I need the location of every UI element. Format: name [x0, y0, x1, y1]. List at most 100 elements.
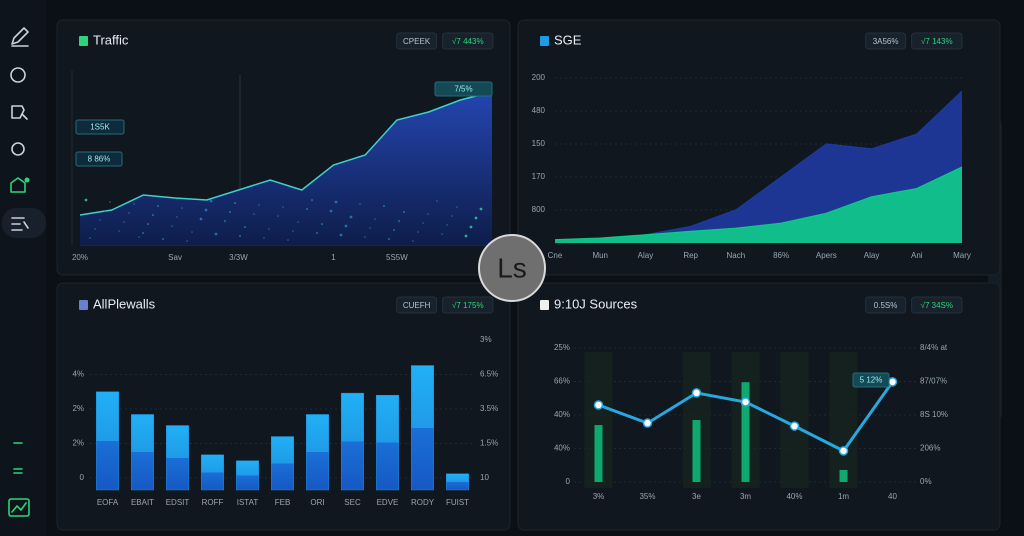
x-tick-label: Cne: [548, 251, 563, 260]
decor-dot: [427, 213, 429, 215]
badge-text: 3A56%: [873, 37, 899, 46]
decor-dot: [446, 224, 448, 226]
panel: SGE √7 143% 3A56% 800 170 150 480 200 Cne Mun Alay…: [517, 19, 1001, 276]
y-tick-label: 66%: [554, 377, 570, 386]
menu-icon[interactable]: [11, 217, 29, 231]
bar: [692, 420, 701, 482]
decor-dot: [388, 238, 390, 240]
search-icon[interactable]: [11, 105, 28, 120]
bar: [96, 391, 119, 491]
decor-dot: [142, 232, 144, 234]
x-tick-label: FUIST: [446, 498, 469, 507]
x-tick-label: EDSIT: [166, 498, 190, 507]
y2-tick-label: 10: [480, 473, 489, 482]
decor-dot: [403, 211, 405, 213]
decor-dot: [209, 199, 213, 203]
bar: [271, 436, 294, 491]
decor-dot: [204, 208, 208, 212]
x-tick-label: 3m: [740, 492, 751, 501]
x-tick-label: Mary: [953, 251, 971, 260]
decor-dot: [474, 216, 478, 220]
area: [80, 92, 492, 245]
y-tick-label: 200: [532, 73, 546, 82]
decor-dot: [94, 228, 96, 230]
decor-dot: [123, 221, 125, 223]
x-tick-label: EOFA: [97, 498, 119, 507]
home-icon[interactable]: [10, 177, 26, 193]
decor-dot: [374, 218, 376, 220]
decor-dot: [109, 201, 111, 203]
bar: [446, 473, 469, 491]
point: [642, 418, 653, 428]
decor-dot: [339, 233, 343, 237]
x-tick-label: Rep: [683, 251, 698, 260]
badge-text: √7 443%: [452, 37, 484, 46]
annotation: 7/5%: [454, 85, 472, 94]
x-tick-label: 86%: [773, 251, 789, 260]
badge: [396, 296, 438, 314]
decor-dot: [417, 231, 419, 233]
bar: [341, 392, 364, 491]
decor-dot: [118, 230, 120, 232]
column-shade: [829, 352, 858, 488]
bar: [411, 365, 434, 491]
bar: [741, 382, 750, 482]
decor-dot: [234, 202, 236, 204]
x-tick-label: EDVE: [377, 498, 399, 507]
globe-icon[interactable]: [10, 67, 26, 83]
chart-icon[interactable]: [8, 498, 30, 517]
bar: [376, 394, 399, 491]
chart-icon-line: [11, 502, 27, 513]
decor-dot: [229, 211, 231, 213]
logo: Ls: [478, 234, 546, 302]
y2-tick-label: 0%: [920, 477, 932, 486]
point: [740, 397, 751, 407]
annotation-box: [434, 81, 493, 97]
decor-dot: [224, 220, 226, 222]
y2-tick-label: 3.5%: [480, 404, 498, 413]
x-tick-label: 40: [888, 492, 897, 501]
clock-icon[interactable]: [11, 142, 25, 156]
equal-icon[interactable]: [13, 468, 23, 474]
x-tick-label: 1m: [838, 492, 849, 501]
badge-text: √7 34S%: [921, 301, 953, 310]
area: [555, 167, 962, 243]
decor-dot: [369, 227, 371, 229]
area-line: [79, 91, 493, 216]
title-icon: [79, 300, 88, 310]
decor-dot: [441, 233, 443, 235]
decor-dot: [253, 213, 255, 215]
decor-dot: [84, 198, 88, 202]
decor-dot: [451, 215, 453, 217]
x-tick-label: Apers: [816, 251, 837, 260]
x-tick-label: Alay: [638, 251, 654, 260]
y-tick-label: 0: [80, 473, 85, 482]
edit-icon[interactable]: [11, 27, 29, 47]
decor-dot: [422, 222, 424, 224]
y-tick-label: 800: [532, 205, 546, 214]
bar: [594, 425, 603, 482]
decor-dot: [456, 206, 458, 208]
sidebar-icons: [2, 27, 46, 517]
y2-tick-label: 1.5%: [480, 439, 498, 448]
badge-text: √7 175%: [452, 301, 484, 310]
bar: [839, 469, 848, 482]
x-tick-label: ISTAT: [237, 498, 259, 507]
logo-text: Ls: [497, 252, 527, 283]
decor-dot: [89, 237, 91, 239]
decor-dot: [171, 225, 173, 227]
decor-dot: [138, 236, 140, 238]
decor-dot: [398, 220, 400, 222]
point: [887, 377, 898, 387]
x-tick-label: 40%: [786, 492, 802, 501]
y-tick-label: 2%: [72, 439, 84, 448]
panel-title: Traffic: [93, 32, 129, 47]
y-tick-label: 480: [532, 106, 546, 115]
decor-dot: [311, 199, 313, 201]
panel-title: 9:10J Sources: [554, 296, 638, 311]
y-tick-label: 150: [532, 139, 546, 148]
decor-dot: [214, 232, 218, 236]
badge: [442, 296, 494, 314]
decor-dot: [258, 204, 260, 206]
x-tick-label: Mun: [592, 251, 608, 260]
